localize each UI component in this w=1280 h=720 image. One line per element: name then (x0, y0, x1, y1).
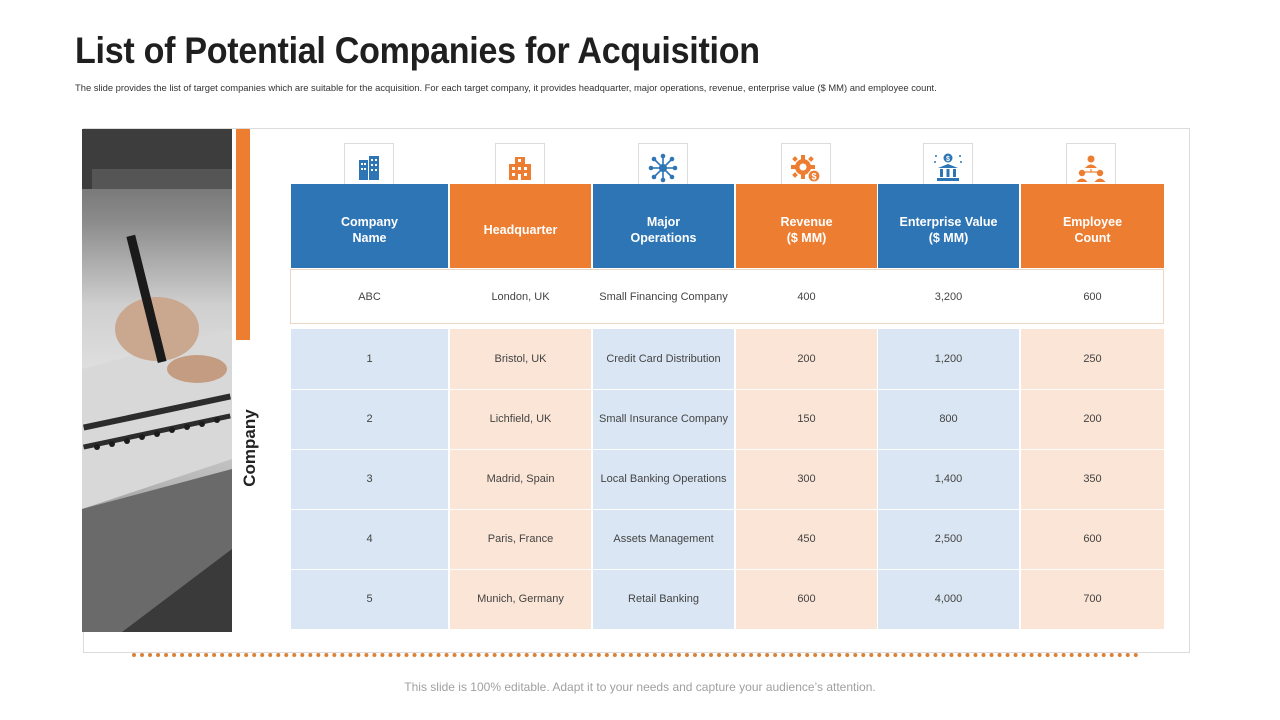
table-cell: 800 (939, 413, 958, 425)
writing-hand-image (82, 129, 232, 632)
gear-dollar-icon: $ (791, 155, 821, 183)
table-cell: 1,200 (934, 353, 963, 365)
table-cell: 3 (366, 473, 373, 485)
footer-note: This slide is 100% editable. Adapt it to… (404, 680, 876, 694)
table-cell: 600 (1083, 533, 1102, 545)
table-cell: 2,500 (934, 533, 963, 545)
header-enterprise-value: Enterprise Value ($ MM) (878, 184, 1019, 268)
accent-bar (236, 129, 250, 340)
table-cell: 5 (366, 593, 373, 605)
building-icon (359, 156, 379, 180)
column-bg-5 (878, 329, 1019, 629)
table-cell: 150 (797, 413, 816, 425)
column-bg-2 (450, 329, 591, 629)
desk-photo (82, 129, 232, 632)
target-cell: ABC (358, 290, 381, 303)
column-bg-6 (1021, 329, 1164, 629)
table-cell: Munich, Germany (477, 593, 564, 605)
network-icon (648, 153, 678, 183)
header-major-operations: Major Operations (593, 184, 734, 268)
table-cell: 1,400 (934, 473, 963, 485)
table-cell: 200 (797, 353, 816, 365)
target-cell: 3,200 (934, 290, 963, 303)
table-cell: Paris, France (487, 533, 554, 545)
table-cell: Small Insurance Company (598, 413, 728, 425)
table-cell: Bristol, UK (494, 353, 547, 365)
target-cell: 400 (797, 290, 816, 303)
table-cell: Local Banking Operations (600, 473, 727, 485)
table-cell: 300 (797, 473, 816, 485)
table-cell: 600 (797, 593, 816, 605)
header-employee-count: Employee Count (1021, 184, 1164, 268)
column-bg-1 (291, 329, 448, 629)
page-subtitle: The slide provides the list of target co… (75, 82, 937, 93)
table-cell: Madrid, Spain (486, 473, 555, 485)
table-cell: 1 (366, 353, 373, 365)
target-cell: 600 (1083, 290, 1102, 303)
table-cell: 4,000 (934, 593, 963, 605)
column-bg-4 (736, 329, 877, 629)
svg-text:$: $ (811, 172, 816, 182)
table-cell: 200 (1083, 413, 1102, 425)
table-cell: Retail Banking (628, 593, 699, 605)
office-building-icon (509, 157, 531, 180)
table-cell: Assets Management (613, 533, 714, 545)
dotted-divider (132, 653, 1139, 657)
table-cell: Credit Card Distribution (606, 353, 721, 365)
side-label-company: Company (240, 409, 259, 487)
row-divider (290, 389, 1164, 390)
page-title: List of Potential Companies for Acquisit… (75, 30, 760, 71)
row-divider (290, 509, 1164, 510)
table-cell: 4 (366, 533, 373, 545)
header-headquarter: Headquarter (450, 184, 591, 268)
table-cell: 350 (1083, 473, 1102, 485)
table-cell: 250 (1083, 353, 1102, 365)
target-row (290, 269, 1164, 324)
bank-value-icon: $ (934, 153, 962, 181)
svg-text:$: $ (946, 156, 950, 163)
table-cell: 2 (366, 413, 373, 425)
table-cell: 700 (1083, 593, 1102, 605)
header-revenue: Revenue ($ MM) (736, 184, 877, 268)
target-cell: London, UK (491, 290, 550, 303)
row-divider (290, 449, 1164, 450)
team-icon (1076, 155, 1106, 182)
table-cell: Lichfield, UK (489, 413, 552, 425)
row-divider (290, 569, 1164, 570)
table-cell: 450 (797, 533, 816, 545)
target-cell: Small Financing Company (599, 290, 728, 303)
column-bg-3 (593, 329, 734, 629)
header-company-name: Company Name (291, 184, 448, 268)
